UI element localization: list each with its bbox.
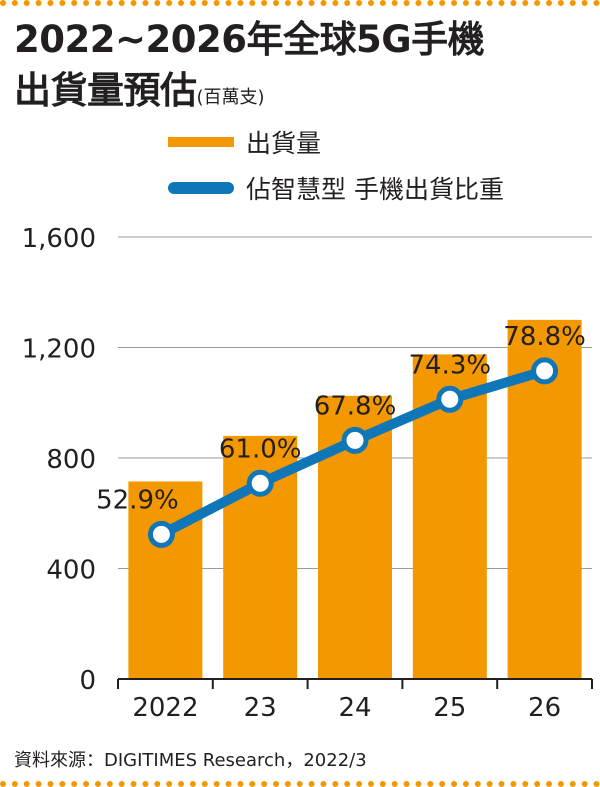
legend-label-shipments: 出貨量 (246, 129, 322, 158)
title-line-2-text: 出貨量預估 (14, 69, 197, 112)
y-tick-label: 0 (79, 666, 96, 696)
y-tick-label: 1,600 (22, 224, 96, 254)
title-unit: (百萬支) (196, 87, 265, 108)
x-tick-label: 26 (528, 693, 561, 723)
share-point (147, 520, 175, 548)
legend: 出貨量 佔智慧型 手機出貨比重 (168, 122, 504, 214)
legend-item-share: 佔智慧型 手機出貨比重 (168, 168, 504, 208)
share-data-label: 61.0% (219, 434, 302, 464)
share-point (341, 426, 369, 454)
legend-swatch-bar (168, 137, 234, 147)
share-point (246, 469, 274, 497)
share-point (436, 385, 464, 413)
share-data-label: 74.3% (408, 350, 491, 380)
y-tick-label: 400 (46, 556, 96, 586)
share-data-label: 67.8% (314, 391, 397, 421)
title-line-2: 出貨量預估(百萬支) (14, 65, 484, 123)
share-data-label: 52.9% (96, 485, 179, 515)
source-note: 資料來源：DIGITIMES Research，2022/3 (14, 750, 367, 771)
legend-label-share: 佔智慧型 手機出貨比重 (246, 175, 504, 204)
legend-swatch-line (168, 182, 234, 194)
y-tick-label: 800 (46, 445, 96, 475)
legend-item-shipments: 出貨量 (168, 122, 504, 162)
share-point (531, 357, 559, 385)
title-line-1: 2022~2026年全球5G手機 (14, 18, 485, 61)
y-tick-label: 1,200 (22, 335, 96, 365)
chart-title: 2022~2026年全球5G手機 出貨量預估(百萬支) (14, 14, 485, 123)
x-tick-label: 25 (433, 693, 466, 723)
x-tick-label: 23 (244, 693, 277, 723)
x-tick-label: 24 (338, 693, 371, 723)
x-tick-label: 2022 (132, 693, 198, 723)
share-data-label: 78.8% (503, 322, 586, 352)
